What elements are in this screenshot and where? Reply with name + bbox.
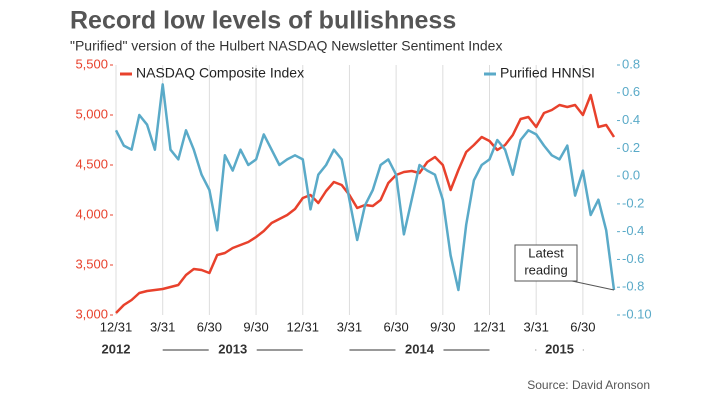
y-tick-label: 3,000 (75, 306, 108, 321)
y-tick-label: 4,000 (75, 206, 108, 221)
x-tick-label: 3/31 (337, 319, 362, 334)
x-tick-label: 9/30 (243, 319, 268, 334)
y-tick-label: 5,000 (75, 106, 108, 121)
x-tick-label: 6/30 (570, 319, 595, 334)
annotation-pointer (571, 280, 615, 291)
y2-tick-label: 0.6 (622, 84, 640, 99)
x-tick-label: 9/30 (430, 319, 455, 334)
x-tick-label: 3/31 (524, 319, 549, 334)
x-tick-label: 12/31 (100, 319, 133, 334)
chart-subtitle: "Purified" version of the Hulbert NASDAQ… (70, 38, 502, 54)
year-label: 2012 (102, 341, 131, 356)
annotation-box (514, 244, 578, 282)
year-label: 2015 (545, 341, 574, 356)
y2-tick-label: 0.4 (622, 112, 640, 127)
annotation-text: reading (524, 262, 567, 277)
x-tick-label: 12/31 (473, 319, 506, 334)
legend-label: Purified HNNSI (500, 65, 595, 81)
series-line (114, 83, 616, 292)
year-label: 2013 (218, 341, 247, 356)
y2-tick-label: -0.10 (622, 306, 652, 321)
y2-tick-label: -0.6 (622, 251, 644, 266)
x-tick-label: 12/31 (286, 319, 319, 334)
y-tick-label: 5,500 (75, 56, 108, 71)
y2-tick-label: -0.4 (622, 223, 644, 238)
y2-tick-label: 0.2 (622, 140, 640, 155)
y-tick-label: 4,500 (75, 156, 108, 171)
annotation-text: Latest (528, 245, 564, 260)
y2-tick-label: -0.8 (622, 279, 644, 294)
y2-tick-label: 0.0 (622, 168, 640, 183)
y2-tick-label: -0.2 (622, 195, 644, 210)
x-tick-label: 3/31 (150, 319, 175, 334)
x-tick-label: 6/30 (197, 319, 222, 334)
y2-tick-label: 0.8 (622, 56, 640, 71)
year-label: 2014 (405, 341, 435, 356)
x-tick-label: 6/30 (383, 319, 408, 334)
y-tick-label: 3,500 (75, 256, 108, 271)
source: Source: David Aronson (527, 378, 650, 392)
chart-title: Record low levels of bullishness (70, 7, 456, 35)
legend-label: NASDAQ Composite Index (136, 65, 304, 81)
